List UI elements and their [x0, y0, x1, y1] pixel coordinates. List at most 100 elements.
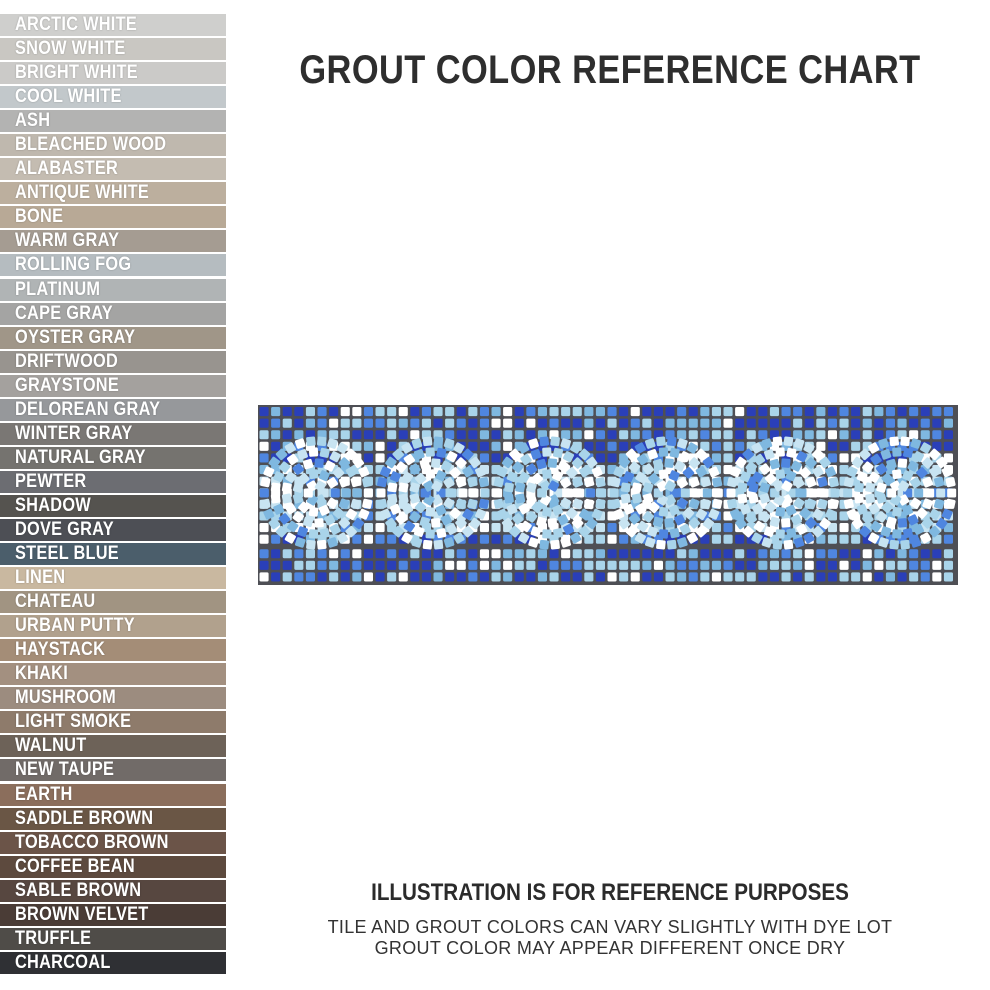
mosaic-tile — [496, 466, 508, 478]
mosaic-tile — [851, 456, 864, 469]
mosaic-tile — [392, 525, 404, 538]
mosaic-tile — [572, 549, 582, 559]
mosaic-tile — [712, 477, 723, 488]
mosaic-tile — [297, 526, 308, 537]
mosaic-tile — [735, 560, 745, 570]
mosaic-tile — [739, 471, 751, 483]
mosaic-tile — [363, 560, 373, 570]
mosaic-tile — [398, 418, 408, 428]
mosaic-tile — [764, 501, 777, 514]
mosaic-tile — [630, 407, 640, 417]
mosaic-tile — [688, 457, 701, 469]
mosaic-tile — [446, 451, 458, 463]
mosaic-tile — [889, 539, 900, 550]
mosaic-tile — [769, 407, 779, 417]
mosaic-tile — [317, 418, 327, 428]
mosaic-tile — [637, 453, 649, 466]
mosaic-tile — [375, 430, 385, 440]
mosaic-tile — [414, 501, 427, 514]
mosaic-tile — [260, 498, 271, 509]
mosaic-tile — [275, 448, 288, 461]
mosaic-tile — [363, 534, 373, 544]
mosaic-tile — [805, 457, 817, 469]
mosaic-tile — [259, 572, 269, 582]
mosaic-tile — [859, 448, 871, 461]
mosaic-tile — [642, 407, 652, 417]
mosaic-tile — [751, 471, 764, 483]
grout-swatch: MUSHROOM — [0, 687, 226, 710]
mosaic-tile — [591, 508, 603, 520]
mosaic-tile — [625, 525, 638, 538]
mosaic-tile — [708, 508, 720, 520]
mosaic-tile — [436, 528, 447, 539]
mosaic-tile — [920, 549, 930, 559]
mosaic-tile — [808, 488, 818, 498]
mosaic-tile — [695, 525, 707, 538]
mosaic-tile — [827, 523, 837, 533]
mosaic-tile — [271, 534, 281, 544]
mosaic-tile — [839, 418, 849, 428]
mosaic-tile — [537, 407, 547, 417]
mosaic-tile — [804, 572, 814, 582]
mosaic-tile — [362, 498, 373, 509]
mosaic-tile — [772, 436, 783, 447]
mosaic-tile — [875, 511, 888, 523]
mosaic-tile — [443, 438, 455, 449]
mosaic-tile — [920, 532, 932, 544]
mosaic-tile — [352, 456, 365, 469]
mosaic-tile — [912, 523, 925, 535]
mosaic-tile — [781, 458, 791, 468]
mosaic-tile — [827, 407, 837, 417]
mosaic-tile — [537, 560, 547, 570]
mosaic-tile — [943, 453, 953, 463]
mosaic-tile — [700, 572, 710, 582]
mosaic-tile — [503, 572, 513, 582]
mosaic-tile — [504, 482, 514, 493]
grout-swatch: SNOW WHITE — [0, 38, 226, 61]
mosaic-tile — [932, 418, 942, 428]
mosaic-tile — [735, 407, 745, 417]
mosaic-tile — [816, 560, 826, 570]
mosaic-tile — [851, 441, 861, 451]
mosaic-tile — [385, 456, 397, 469]
mosaic-tile — [583, 476, 595, 488]
mosaic-tile — [479, 523, 489, 533]
mosaic-tile — [332, 467, 345, 479]
mosaic-tile — [557, 514, 569, 526]
grout-swatch: CHATEAU — [0, 591, 226, 614]
mosaic-tile — [531, 501, 543, 514]
mosaic-tile — [561, 560, 571, 570]
mosaic-tile — [352, 441, 362, 451]
mosaic-tile — [642, 463, 654, 475]
mosaic-tile — [631, 482, 642, 493]
mosaic-tile — [271, 572, 281, 582]
mosaic-tile — [839, 441, 849, 451]
mosaic-tile — [259, 549, 269, 559]
mosaic-tile — [584, 407, 594, 417]
mosaic-tile — [469, 488, 479, 498]
mosaic-tile — [425, 447, 435, 457]
mosaic-tile — [735, 572, 745, 582]
mosaic-tile — [294, 537, 306, 548]
swatch-label: BONE — [15, 206, 64, 228]
mosaic-tile — [827, 549, 837, 559]
mosaic-tile — [851, 549, 861, 559]
mosaic-tile — [537, 549, 547, 559]
mosaic-tile — [945, 477, 956, 488]
mosaic-tile — [881, 472, 893, 485]
mosaic-tile — [677, 572, 687, 582]
mosaic-tile — [462, 466, 474, 478]
mosaic-tile — [929, 508, 941, 520]
mosaic-tile — [493, 477, 504, 488]
mosaic-tile — [874, 572, 884, 582]
mosaic-tile — [503, 418, 513, 428]
mosaic-tile — [446, 523, 458, 535]
mosaic-tile — [746, 549, 756, 559]
swatch-label: LIGHT SMOKE — [15, 711, 132, 733]
mosaic-tile — [862, 513, 874, 525]
mosaic-tile — [278, 513, 291, 525]
mosaic-tile — [433, 418, 443, 428]
grout-swatch: ROLLING FOG — [0, 254, 226, 277]
mosaic-tile — [936, 517, 948, 530]
mosaic-tile — [665, 418, 675, 428]
